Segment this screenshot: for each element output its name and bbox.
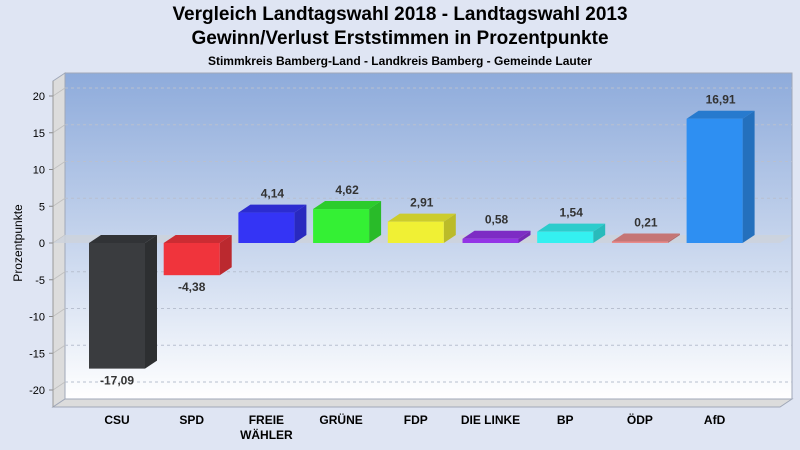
x-tick-label: FDP bbox=[404, 413, 428, 427]
gridline-wall bbox=[52, 381, 66, 391]
x-tick-label: SPD bbox=[179, 413, 204, 427]
bar-top bbox=[238, 204, 307, 213]
bar bbox=[686, 118, 743, 243]
y-tick-label: 0 bbox=[39, 238, 45, 250]
x-tick-label: CSU bbox=[104, 413, 129, 427]
bar-top bbox=[387, 213, 456, 222]
gridline-wall bbox=[52, 124, 66, 134]
y-tick-label: 15 bbox=[33, 128, 45, 140]
gridline-wall bbox=[52, 308, 66, 317]
y-tick-label: -20 bbox=[29, 385, 45, 397]
y-tick-label: -5 bbox=[35, 275, 45, 287]
y-tick-label: -15 bbox=[29, 348, 45, 360]
gridline-wall bbox=[52, 161, 66, 170]
chart-title-line2: Gewinn/Verlust Erststimmen in Prozentpun… bbox=[191, 28, 609, 49]
bar-side bbox=[593, 223, 606, 243]
bar bbox=[313, 209, 370, 243]
bar-side bbox=[145, 235, 157, 369]
data-label: -4,38 bbox=[178, 280, 206, 294]
data-label: 1,54 bbox=[560, 206, 584, 220]
bar bbox=[387, 221, 444, 243]
y-tick-label: 5 bbox=[39, 201, 45, 213]
bar-top bbox=[89, 235, 157, 243]
data-label: 16,91 bbox=[706, 93, 736, 107]
gridline-wall bbox=[52, 87, 66, 97]
bar-side bbox=[294, 204, 307, 243]
y-axis-label: Prozentpunkte bbox=[11, 204, 25, 282]
gridline-wall bbox=[52, 197, 66, 207]
bar-top bbox=[537, 223, 606, 232]
x-tick-label: BP bbox=[557, 413, 574, 427]
plot-floor bbox=[51, 398, 794, 408]
bar-top bbox=[163, 235, 232, 243]
bar-side bbox=[219, 235, 232, 276]
data-label: 4,62 bbox=[335, 183, 359, 197]
chart-subtitle: Stimmkreis Bamberg-Land - Landkreis Bamb… bbox=[207, 54, 593, 68]
bar-side bbox=[742, 110, 755, 243]
x-tick-label: GRÜNE bbox=[319, 412, 362, 427]
bar bbox=[611, 241, 668, 243]
bar-top bbox=[611, 233, 680, 242]
data-label: 2,91 bbox=[410, 196, 434, 210]
chart-title: Vergleich Landtagswahl 2018 - Landtagswa… bbox=[172, 4, 628, 25]
bar-top bbox=[462, 230, 531, 239]
bar bbox=[537, 231, 594, 243]
bar bbox=[238, 212, 295, 243]
bar bbox=[89, 243, 145, 369]
data-label: -17,09 bbox=[100, 374, 134, 388]
y-tick-label: -10 bbox=[29, 312, 45, 324]
gridline-wall bbox=[52, 271, 66, 281]
x-tick-label: DIE LINKE bbox=[461, 413, 520, 427]
data-label: 0,21 bbox=[634, 215, 658, 229]
data-label: 4,14 bbox=[261, 187, 285, 201]
bar-side bbox=[667, 233, 680, 243]
bar-side bbox=[518, 230, 531, 243]
y-tick-label: 20 bbox=[33, 91, 45, 103]
gridline-wall bbox=[52, 344, 66, 354]
bar-side bbox=[369, 201, 382, 243]
x-tick-label: ÖDP bbox=[627, 412, 653, 427]
bar bbox=[163, 243, 220, 276]
bar-top bbox=[313, 201, 382, 210]
data-label: 0,58 bbox=[485, 213, 509, 227]
bar bbox=[462, 238, 519, 243]
bar-top bbox=[686, 110, 755, 119]
y-tick-label: 10 bbox=[33, 165, 45, 177]
x-tick-label: FREIE WÄHLER bbox=[240, 413, 293, 442]
bar-side bbox=[443, 213, 456, 243]
x-tick-label: AfD bbox=[704, 413, 726, 427]
